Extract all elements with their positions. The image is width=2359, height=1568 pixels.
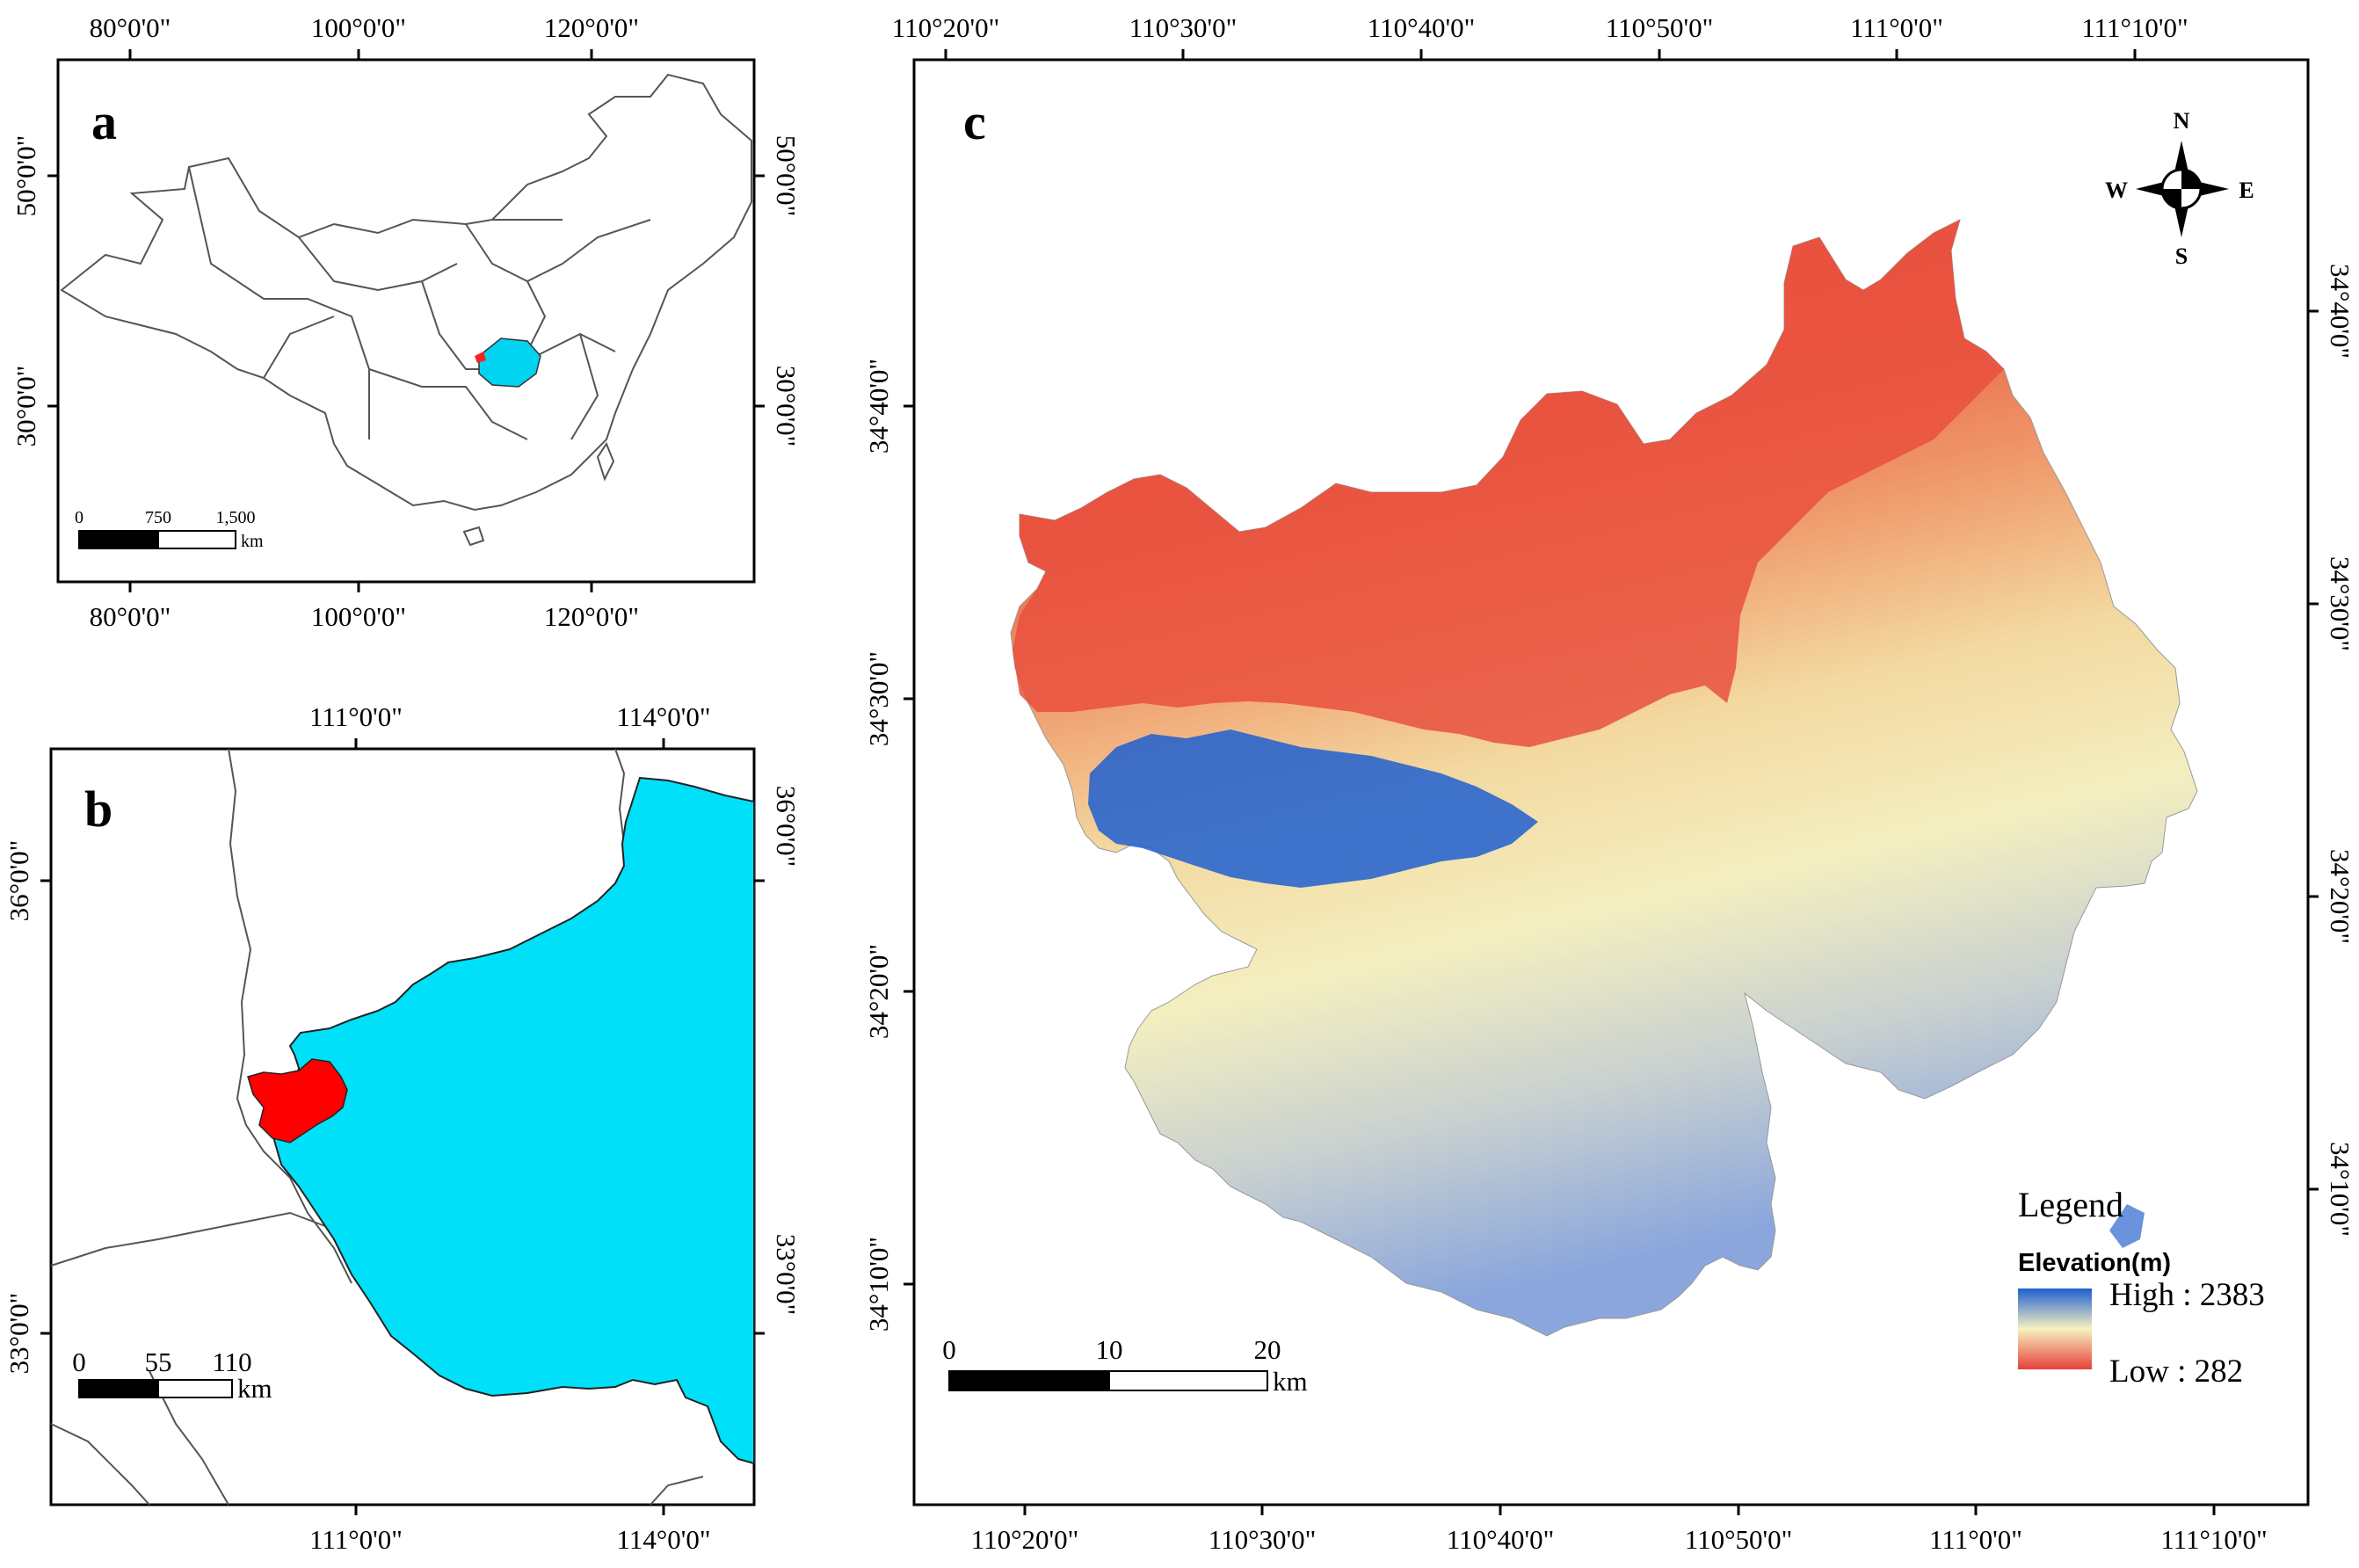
panel-b-top-tick-1: 111°0'0" [309,701,403,732]
panel-c-frame [912,58,2310,1506]
panel-c-bottom-tick-5: 111°0'0" [1929,1524,2022,1555]
panel-b-province [271,776,755,1465]
compass-s: S [2175,243,2188,269]
panel-b-scale-unit: km [237,1373,272,1404]
panel-a-scale-bar: 0 750 1,500 km [75,508,264,551]
panel-a-left-tick-2: 30°0'0" [11,366,41,447]
panel-c-scale-unit: km [1273,1366,1308,1397]
panel-a-left-tick-1: 50°0'0" [11,135,41,217]
panel-b-left-tick-1: 36°0'0" [4,840,34,922]
panel-b-right-tick-1: 36°0'0" [771,786,802,867]
panel-c-scale-label-2: 20 [1254,1334,1281,1365]
legend-color-ramp [2018,1289,2092,1369]
panel-a-province [478,338,541,388]
panel-c-bottom-tick-4: 110°50'0" [1685,1524,1793,1555]
panel-c-left-tick-3: 34°20'0" [863,944,894,1039]
panel-c-scale-label-0: 0 [942,1334,956,1365]
hainan-island [462,526,485,547]
china-outline [60,73,752,512]
panel-a-top-tick-1: 80°0'0" [90,12,171,43]
taiwan-island [596,441,615,482]
panel-c-dem-highland-east [2109,1204,2145,1248]
elevation-legend: Legend Elevation(m) High : 2383 Low : 28… [2018,1185,2265,1390]
panel-b-label: b [84,780,113,838]
compass-n: N [2174,108,2190,134]
panel-c-left-tick-1: 34°40'0" [863,359,894,454]
panel-c-dem-lowlands [1013,220,2004,747]
panel-a-bottom-tick-1: 80°0'0" [90,601,171,632]
panel-a-bottom-tick-2: 100°0'0" [311,601,406,632]
panel-c-right-tick-3: 34°20'0" [2325,849,2355,944]
panel-b-bottom-tick-2: 114°0'0" [617,1524,711,1555]
panel-c-top-tick-2: 110°30'0" [1129,12,1238,43]
panel-a-top-tick-2: 100°0'0" [311,12,406,43]
panel-c-bottom-tick-2: 110°30'0" [1209,1524,1317,1555]
panel-b-top-tick-2: 114°0'0" [617,701,711,732]
panel-c: c 110°20'0" 110°30'0" 110°40'0" 110°50'0… [863,12,2355,1555]
panel-b-scale-label-2: 110 [212,1347,251,1377]
panel-b-left-tick-2: 33°0'0" [4,1293,34,1375]
panel-a-top-tick-3: 120°0'0" [544,12,639,43]
panel-c-scale-label-1: 10 [1096,1334,1123,1365]
panel-a-right-tick-2: 30°0'0" [771,366,802,447]
panel-c-label: c [963,93,986,150]
panel-c-right-tick-1: 34°40'0" [2325,264,2355,359]
panel-c-bottom-tick-3: 110°40'0" [1447,1524,1555,1555]
panel-c-top-tick-4: 110°50'0" [1606,12,1714,43]
legend-low: Low : 282 [2109,1354,2243,1390]
panel-c-top-tick-3: 110°40'0" [1368,12,1476,43]
panel-a-right-tick-1: 50°0'0" [771,135,802,217]
legend-title: Legend [2018,1185,2123,1224]
panel-a: a 80°0'0" 100°0'0" 120°0'0" 80°0'0" 100°… [11,12,802,632]
panel-a-scale-unit: km [241,532,264,551]
panel-c-top-tick-5: 111°0'0" [1850,12,1943,43]
panel-b-scale-label-1: 55 [145,1347,172,1377]
panel-c-bottom-tick-6: 111°10'0" [2160,1524,2267,1555]
panel-c-right-tick-4: 34°10'0" [2325,1142,2355,1237]
panel-b-boundaries [50,748,704,1506]
panel-c-top-tick-6: 111°10'0" [2081,12,2188,43]
panel-b-scale-bar: 0 55 110 km [72,1347,272,1404]
panel-a-scale-label-1: 750 [145,508,171,527]
panel-c-right-tick-2: 34°30'0" [2325,556,2355,651]
compass-w: W [2105,178,2128,203]
panel-c-dem-highlands [1088,730,1538,888]
panel-a-bottom-tick-3: 120°0'0" [544,601,639,632]
panel-a-scale-label-2: 1,500 [216,508,256,527]
legend-subtitle: Elevation(m) [2018,1249,2171,1277]
panel-a-study-area [475,352,486,363]
panel-c-bottom-tick-1: 110°20'0" [971,1524,1079,1555]
panel-c-scale-bar: 0 10 20 km [942,1334,1307,1397]
compass-e: E [2239,178,2254,203]
north-arrow-icon: N S W E [2105,108,2254,269]
panel-b-scale-label-0: 0 [72,1347,86,1377]
panel-b-bottom-tick-1: 111°0'0" [309,1524,403,1555]
panel-c-left-tick-4: 34°10'0" [863,1237,894,1332]
panel-b-right-tick-2: 33°0'0" [771,1234,802,1316]
panel-a-scale-label-0: 0 [75,508,83,527]
panel-c-top-tick-1: 110°20'0" [892,12,1000,43]
panel-b-study-area [247,1058,348,1143]
panel-b: b 111°0'0" 114°0'0" 111°0'0" 114°0'0" 36… [4,701,802,1555]
legend-high: High : 2383 [2109,1277,2265,1313]
panel-c-left-tick-2: 34°30'0" [863,651,894,746]
panel-a-label: a [91,93,117,150]
panel-a-frame [56,58,756,584]
